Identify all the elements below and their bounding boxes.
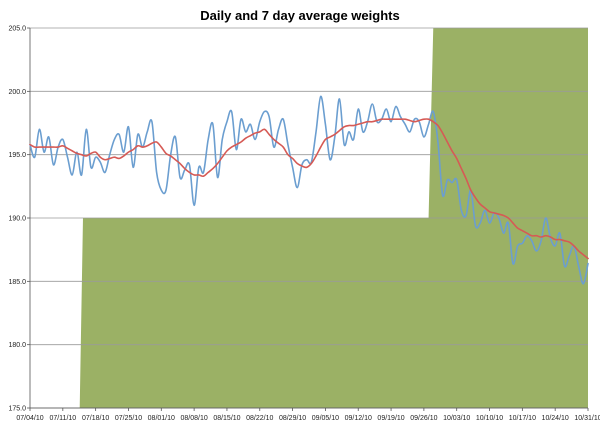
y-tick-label: 195.0 — [8, 152, 26, 159]
y-tick-label: 200.0 — [8, 89, 26, 96]
x-tick-label: 10/31/10 — [574, 415, 600, 422]
x-tick-label: 09/05/10 — [312, 415, 339, 422]
series-layer — [29, 95, 589, 285]
x-tick-label: 07/11/10 — [49, 415, 76, 422]
x-tick-label: 08/01/10 — [148, 415, 175, 422]
x-tick-label: 07/04/10 — [16, 415, 43, 422]
axes — [29, 28, 589, 411]
x-tick-label: 09/12/10 — [345, 415, 372, 422]
chart-title: Daily and 7 day average weights — [200, 8, 400, 23]
x-tick-label: 07/25/10 — [115, 415, 142, 422]
y-tick-label: 185.0 — [8, 279, 26, 286]
x-tick-label: 10/10/10 — [476, 415, 503, 422]
x-tick-label: 09/19/10 — [377, 415, 404, 422]
y-tick-label: 175.0 — [8, 406, 26, 413]
x-tick-label: 08/22/10 — [246, 415, 273, 422]
seven-day-average-line — [29, 118, 589, 260]
x-tick-label: 09/26/10 — [410, 415, 437, 422]
y-tick-labels: 175.0 180.0 185.0 190.0 195.0 200.0 205.0 — [8, 26, 26, 413]
x-tick-label: 08/29/10 — [279, 415, 306, 422]
x-tick-label: 08/08/10 — [180, 415, 207, 422]
x-tick-label: 10/17/10 — [509, 415, 536, 422]
x-tick-label: 10/03/10 — [443, 415, 470, 422]
y-tick-label: 180.0 — [8, 342, 26, 349]
x-tick-label: 08/15/10 — [213, 415, 240, 422]
y-tick-label: 205.0 — [8, 26, 26, 33]
x-tick-labels: 07/04/10 07/11/10 07/18/10 07/25/10 08/01/10… — [16, 415, 600, 422]
x-tick-label: 10/24/10 — [542, 415, 569, 422]
y-tick-label: 190.0 — [8, 216, 26, 223]
x-tick-label: 07/18/10 — [82, 415, 109, 422]
